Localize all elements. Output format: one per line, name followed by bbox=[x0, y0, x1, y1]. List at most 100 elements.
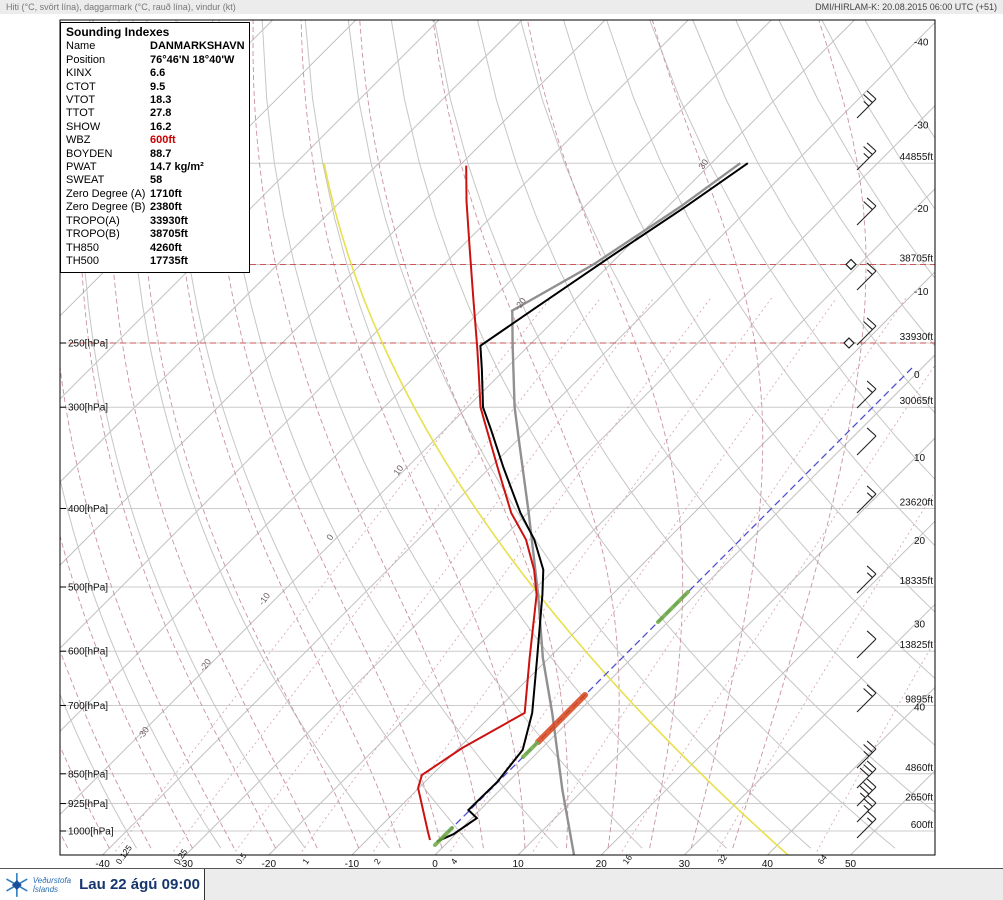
index-value: 16.2 bbox=[150, 120, 172, 133]
svg-text:9895ft: 9895ft bbox=[905, 694, 933, 705]
svg-text:0: 0 bbox=[432, 859, 438, 868]
top-status-bar: Hiti (°C, svört lína), daggarmark (°C, r… bbox=[0, 0, 1003, 14]
dewpoint-curve bbox=[417, 165, 538, 841]
svg-text:44855ft: 44855ft bbox=[900, 152, 934, 163]
logo-text: Veðurstofa Íslands bbox=[33, 876, 71, 894]
index-value: 76°46'N 18°40'W bbox=[150, 53, 235, 66]
index-value: DANMARKSHAVN bbox=[150, 40, 245, 53]
colored-segments bbox=[433, 590, 690, 847]
index-label: TH500 bbox=[66, 254, 100, 267]
yellow-reference-line bbox=[323, 162, 789, 855]
footer-brand[interactable]: Veðurstofa Íslands Lau 22 ágú 09:00 bbox=[0, 869, 205, 900]
svg-text:10: 10 bbox=[391, 463, 405, 477]
svg-text:-10: -10 bbox=[345, 859, 360, 868]
index-label: SHOW bbox=[66, 120, 101, 133]
index-row: Zero Degree (A) 1710ft bbox=[66, 188, 244, 201]
index-row: CTOT 9.5 bbox=[66, 81, 244, 94]
index-row: Name DANMARKSHAVN bbox=[66, 40, 245, 53]
logo-line2: Íslands bbox=[32, 884, 59, 894]
index-row: TTOT 27.8 bbox=[66, 107, 244, 120]
svg-text:500[hPa]: 500[hPa] bbox=[68, 583, 108, 594]
index-value: 18.3 bbox=[150, 94, 172, 107]
index-row: TH500 17735ft bbox=[66, 255, 244, 268]
reference-profile bbox=[511, 162, 742, 855]
svg-text:2: 2 bbox=[372, 856, 383, 866]
isotherm-exit-labels: -40 -30 -20 -10 0 10 20 30 40 bbox=[914, 38, 929, 714]
tropopause-marker-icon bbox=[845, 258, 857, 271]
svg-text:-20: -20 bbox=[262, 859, 277, 868]
index-row: SHOW 16.2 bbox=[66, 121, 244, 134]
index-row: Zero Degree (B) 2380ft bbox=[66, 201, 244, 214]
index-value: 9.5 bbox=[150, 80, 166, 93]
plot-frame bbox=[59, 19, 936, 856]
svg-text:250[hPa]: 250[hPa] bbox=[68, 339, 108, 350]
index-label: PWAT bbox=[66, 161, 97, 174]
index-value: 58 bbox=[150, 174, 163, 187]
svg-text:-40: -40 bbox=[914, 38, 929, 49]
svg-text:50: 50 bbox=[845, 859, 857, 868]
index-value: 27.8 bbox=[150, 107, 172, 120]
footer-datetime: Lau 22 ágú 09:00 bbox=[79, 876, 200, 893]
index-value: 600ft bbox=[150, 134, 176, 147]
index-value: 2380ft bbox=[150, 201, 182, 214]
index-label: BOYDEN bbox=[66, 147, 113, 160]
sounding-indexes-panel: Sounding Indexes Name DANMARKSHAVN Positio… bbox=[60, 22, 250, 274]
temp-axis-labels: -40 -30 -20 -10 0 10 20 30 40 50 bbox=[95, 859, 856, 868]
svg-text:23620ft: 23620ft bbox=[900, 497, 934, 508]
index-label: CTOT bbox=[66, 80, 96, 93]
svg-text:38705ft: 38705ft bbox=[900, 253, 934, 264]
moist-adiabats bbox=[60, 20, 867, 849]
svg-text:20: 20 bbox=[914, 536, 926, 547]
svg-text:40: 40 bbox=[762, 859, 774, 868]
index-row: SWEAT 58 bbox=[66, 174, 244, 187]
svg-text:0: 0 bbox=[324, 532, 335, 542]
wind-barbs bbox=[856, 90, 877, 839]
indexes-rows: Name DANMARKSHAVN Position 76°46'N 18°40'W K… bbox=[66, 40, 245, 268]
index-value: 38705ft bbox=[150, 228, 188, 241]
svg-text:-30: -30 bbox=[914, 121, 929, 132]
svg-text:33930ft: 33930ft bbox=[900, 332, 934, 343]
svg-text:0: 0 bbox=[914, 370, 920, 381]
svg-text:18335ft: 18335ft bbox=[900, 576, 934, 587]
index-label: TROPO(B) bbox=[66, 228, 120, 241]
index-value: 1710ft bbox=[150, 187, 182, 200]
svg-text:-10: -10 bbox=[914, 287, 929, 298]
svg-text:30: 30 bbox=[914, 619, 926, 630]
index-row: Position 76°46'N 18°40'W bbox=[66, 54, 244, 67]
svg-text:-40: -40 bbox=[95, 859, 110, 868]
svg-text:-20: -20 bbox=[914, 204, 929, 215]
svg-text:600[hPa]: 600[hPa] bbox=[68, 647, 108, 658]
temperature-curve bbox=[436, 162, 749, 843]
index-value: 17735ft bbox=[150, 254, 188, 267]
index-value: 88.7 bbox=[150, 147, 172, 160]
index-row: KINX 6.6 bbox=[66, 67, 244, 80]
svg-text:30065ft: 30065ft bbox=[900, 396, 934, 407]
index-row: TROPO(B) 38705ft bbox=[66, 228, 244, 241]
svg-text:600ft: 600ft bbox=[911, 820, 933, 831]
altitude-axis-labels: 44855ft 38705ft 33930ft 30065ft 23620ft 18335… bbox=[900, 152, 934, 831]
mixing-ratio-lines bbox=[115, 297, 935, 852]
indexes-title: Sounding Indexes bbox=[66, 25, 170, 39]
index-value: 4260ft bbox=[150, 241, 182, 254]
svg-text:30: 30 bbox=[696, 157, 710, 171]
model-run-text: DMI/HIRLAM-K: 20.08.2015 06:00 UTC (+51) bbox=[815, 2, 997, 12]
index-row: PWAT 14.7 kg/m² bbox=[66, 161, 244, 174]
index-value: 6.6 bbox=[150, 67, 166, 80]
index-label: Zero Degree (A) bbox=[66, 187, 146, 200]
index-label: TH850 bbox=[66, 241, 100, 254]
isotherm-gridlines bbox=[60, 20, 935, 855]
svg-text:4860ft: 4860ft bbox=[905, 763, 933, 774]
vedurstofa-logo-icon bbox=[6, 872, 28, 897]
index-label: WBZ bbox=[66, 134, 91, 147]
index-row: TROPO(A) 33930ft bbox=[66, 215, 244, 228]
svg-text:13825ft: 13825ft bbox=[900, 640, 934, 651]
index-value: 33930ft bbox=[150, 214, 188, 227]
dry-adiabats bbox=[60, 20, 935, 849]
svg-text:10: 10 bbox=[914, 453, 926, 464]
tropopause-marker-icon bbox=[843, 337, 855, 349]
svg-text:1000[hPa]: 1000[hPa] bbox=[68, 827, 114, 838]
svg-text:40: 40 bbox=[914, 702, 926, 713]
index-row: VTOT 18.3 bbox=[66, 94, 244, 107]
plot-area bbox=[60, 20, 935, 855]
index-label: VTOT bbox=[66, 94, 96, 107]
